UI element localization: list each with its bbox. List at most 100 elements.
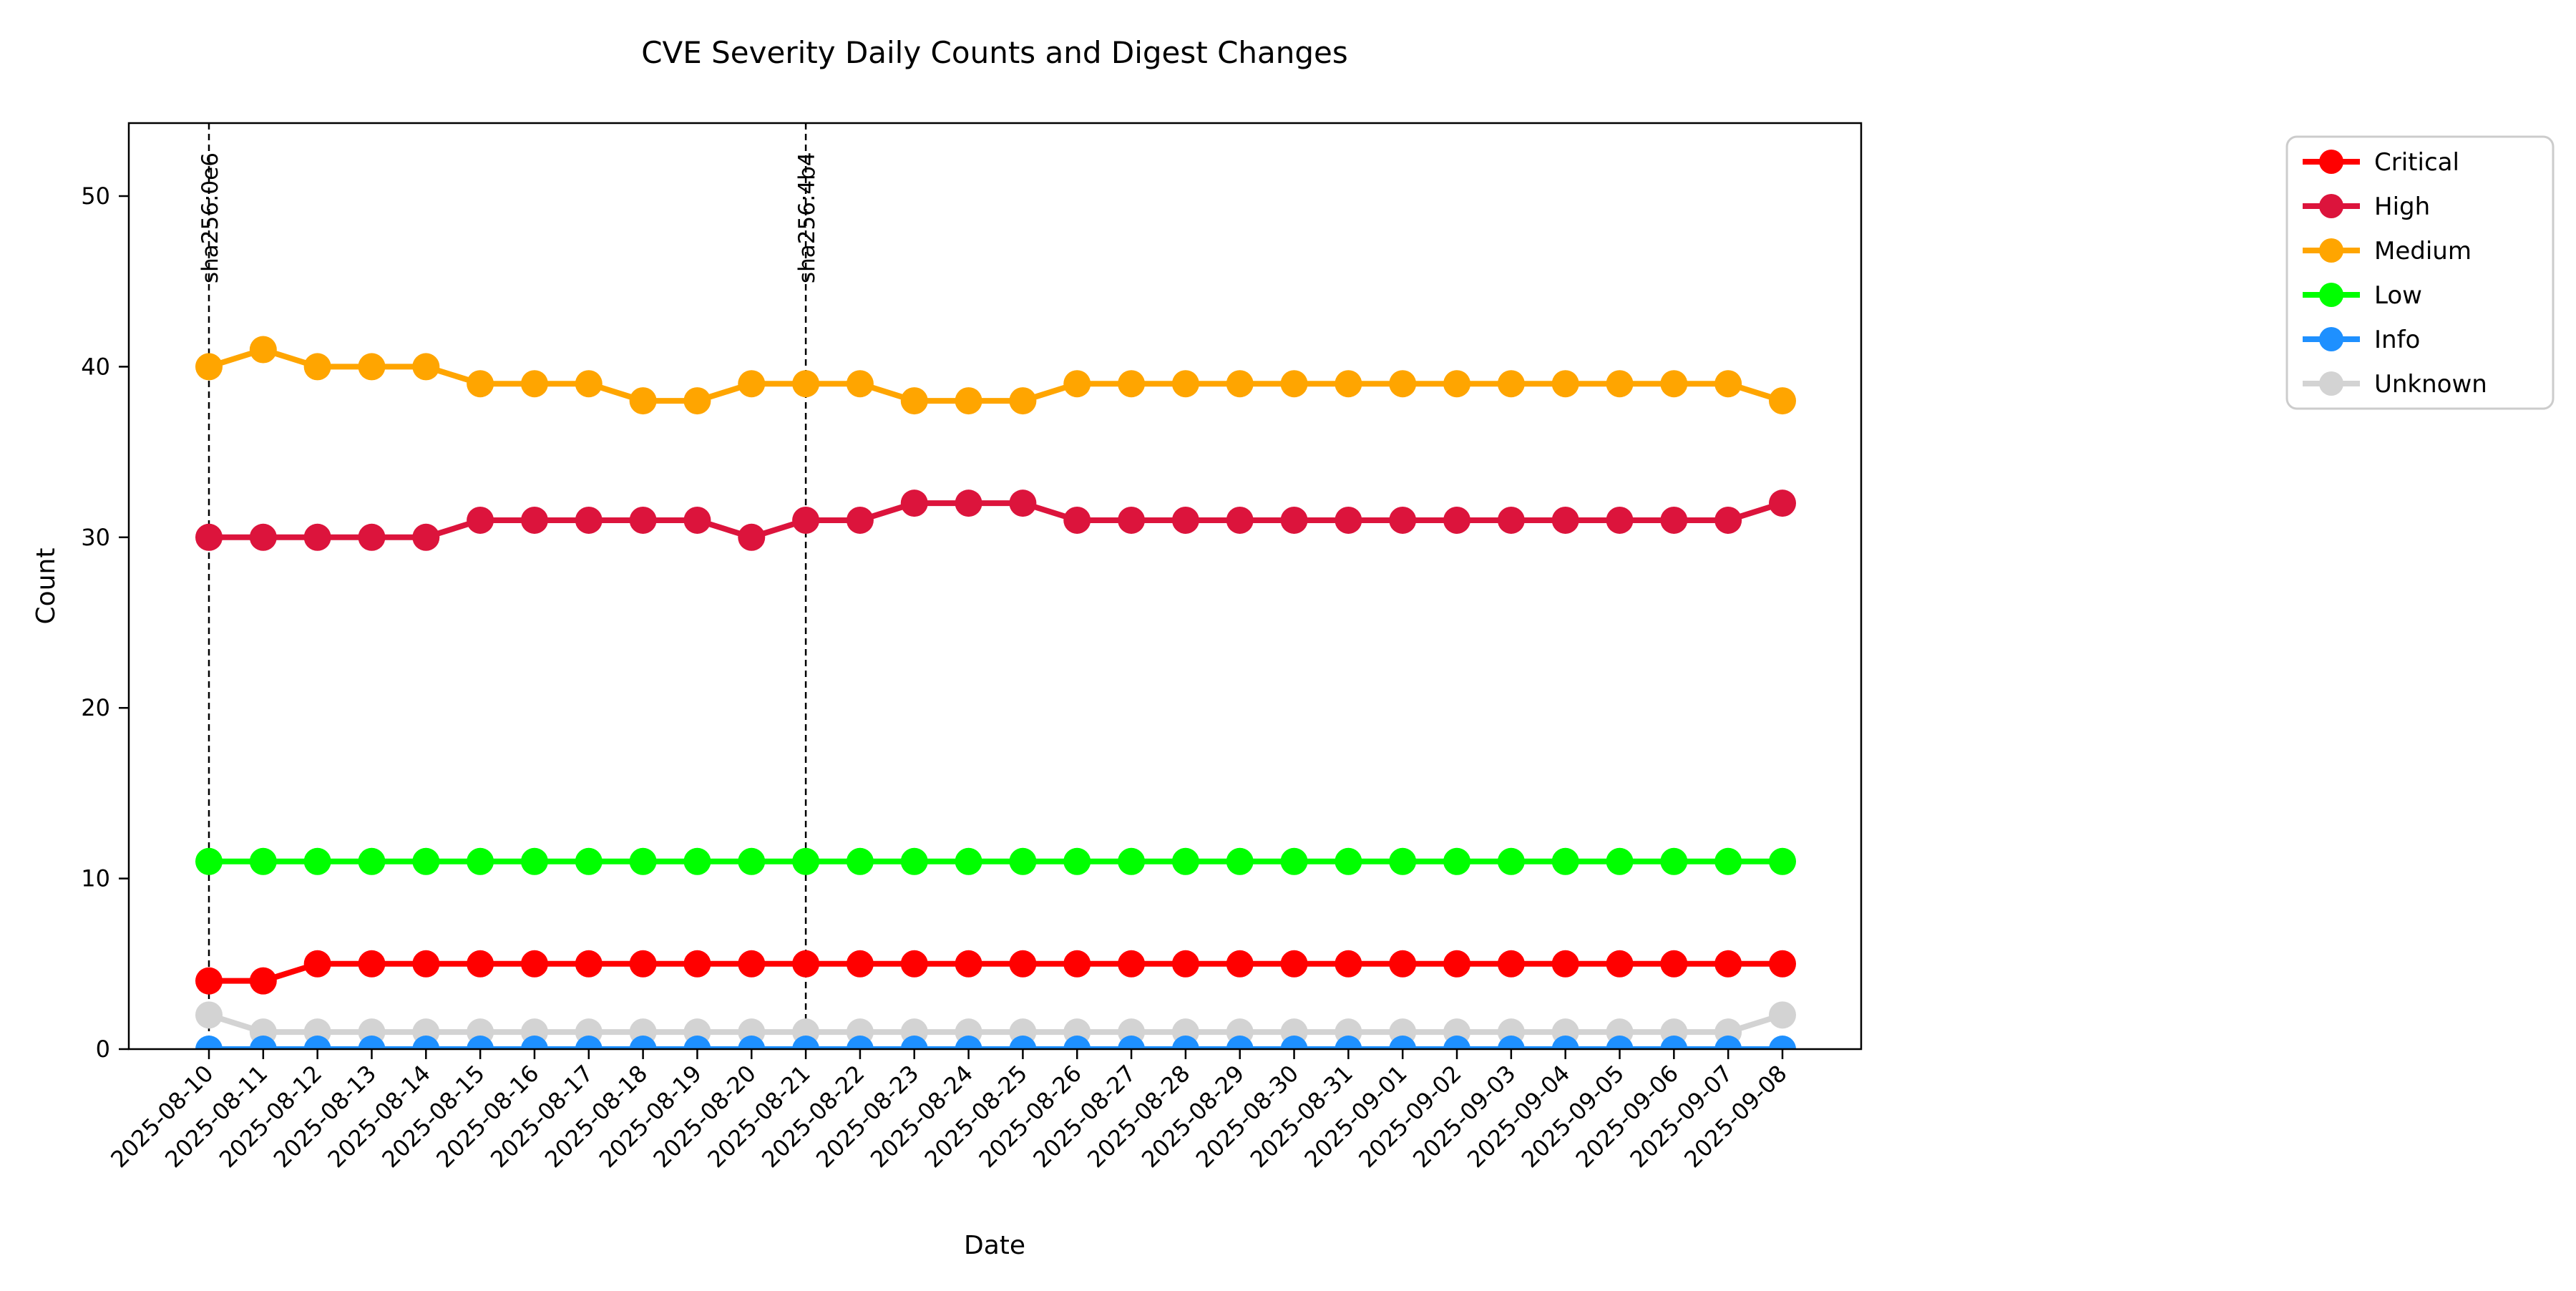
- data-point-marker: [303, 1036, 331, 1049]
- series-info: [195, 1036, 1796, 1049]
- data-point-marker: [467, 950, 494, 978]
- data-point-marker: [1769, 1001, 1796, 1029]
- legend-swatch-marker: [2319, 150, 2343, 174]
- data-point-marker: [1714, 506, 1742, 534]
- data-point-marker: [1335, 370, 1362, 398]
- data-point-marker: [467, 506, 494, 534]
- data-point-marker: [195, 1001, 223, 1029]
- data-point-marker: [1497, 506, 1525, 534]
- data-point-marker: [1226, 950, 1254, 978]
- data-point-marker: [575, 847, 602, 875]
- series-line: [208, 1012, 1784, 1036]
- data-point-marker: [683, 1036, 711, 1049]
- data-point-marker: [195, 1036, 223, 1049]
- data-point-marker: [1606, 370, 1634, 398]
- data-point-marker: [1009, 847, 1037, 875]
- data-point-marker: [1063, 506, 1091, 534]
- y-axis-label: Count: [31, 548, 61, 625]
- data-point-marker: [412, 523, 440, 551]
- data-point-marker: [575, 1036, 602, 1049]
- data-point-marker: [467, 847, 494, 875]
- data-point-marker: [1009, 950, 1037, 978]
- data-point-marker: [1226, 370, 1254, 398]
- data-point-marker: [1389, 950, 1417, 978]
- data-point-marker: [1118, 370, 1146, 398]
- data-point-marker: [1551, 506, 1579, 534]
- data-point-marker: [520, 950, 548, 978]
- data-point-marker: [1551, 950, 1579, 978]
- data-point-marker: [846, 950, 874, 978]
- axes-ticks: 010203040502025-08-102025-08-112025-08-1…: [81, 182, 1792, 1173]
- data-point-marker: [358, 353, 386, 381]
- data-point-marker: [1769, 489, 1796, 517]
- data-point-marker: [900, 950, 928, 978]
- series-medium: [195, 336, 1796, 415]
- data-point-marker: [249, 336, 277, 364]
- data-point-marker: [792, 950, 820, 978]
- legend-item-medium: Medium: [2303, 237, 2472, 265]
- digest-annotation-label: sha256:0e6: [197, 152, 223, 283]
- data-point-marker: [467, 1036, 494, 1049]
- y-tick-label: 20: [81, 694, 110, 721]
- data-point-marker: [1443, 370, 1471, 398]
- data-point-marker: [1497, 1036, 1525, 1049]
- x-axis-label: Date: [964, 1231, 1025, 1260]
- data-point-marker: [1335, 1036, 1362, 1049]
- data-point-marker: [792, 506, 820, 534]
- legend-item-critical: Critical: [2303, 148, 2459, 177]
- data-point-marker: [1660, 950, 1688, 978]
- data-point-marker: [1714, 950, 1742, 978]
- legend-item-high: High: [2303, 193, 2430, 221]
- data-point-marker: [358, 847, 386, 875]
- plot-area: [127, 122, 1863, 1051]
- chart-title: CVE Severity Daily Counts and Digest Cha…: [641, 35, 1348, 70]
- data-point-marker: [1063, 1036, 1091, 1049]
- data-point-marker: [195, 967, 223, 995]
- data-point-marker: [1280, 370, 1308, 398]
- data-point-marker: [955, 489, 982, 517]
- data-point-marker: [629, 387, 657, 415]
- data-point-marker: [1606, 1036, 1634, 1049]
- data-point-marker: [683, 847, 711, 875]
- data-point-marker: [303, 353, 331, 381]
- data-point-marker: [1280, 506, 1308, 534]
- series-unknown: [195, 1001, 1796, 1046]
- y-tick-label: 10: [81, 865, 110, 892]
- data-point-marker: [629, 950, 657, 978]
- data-point-marker: [846, 506, 874, 534]
- data-point-marker: [1171, 1036, 1199, 1049]
- data-point-marker: [1226, 506, 1254, 534]
- data-point-marker: [1606, 506, 1634, 534]
- data-point-marker: [1335, 847, 1362, 875]
- data-point-marker: [303, 847, 331, 875]
- data-point-marker: [412, 950, 440, 978]
- data-point-marker: [412, 847, 440, 875]
- data-point-marker: [738, 1036, 766, 1049]
- y-tick-label: 30: [81, 524, 110, 551]
- data-point-marker: [1551, 847, 1579, 875]
- data-point-marker: [195, 353, 223, 381]
- data-point-marker: [629, 506, 657, 534]
- series-line: [208, 346, 1784, 404]
- data-point-marker: [303, 950, 331, 978]
- annotation-labels: sha256:0e6 sha256:4b4: [197, 152, 820, 283]
- data-point-marker: [1551, 370, 1579, 398]
- legend-label: Low: [2374, 281, 2422, 310]
- data-point-marker: [1118, 950, 1146, 978]
- series-low: [195, 847, 1796, 875]
- legend-swatch-marker: [2319, 194, 2343, 218]
- data-point-marker: [358, 523, 386, 551]
- data-point-marker: [955, 1036, 982, 1049]
- data-point-marker: [1497, 847, 1525, 875]
- data-point-marker: [1443, 1036, 1471, 1049]
- data-point-marker: [1443, 847, 1471, 875]
- legend-swatch-marker: [2319, 283, 2343, 307]
- data-point-marker: [1118, 506, 1146, 534]
- data-point-marker: [683, 387, 711, 415]
- data-point-marker: [249, 967, 277, 995]
- data-point-marker: [1280, 1036, 1308, 1049]
- data-point-marker: [900, 847, 928, 875]
- data-point-marker: [1171, 847, 1199, 875]
- series-critical: [195, 950, 1796, 995]
